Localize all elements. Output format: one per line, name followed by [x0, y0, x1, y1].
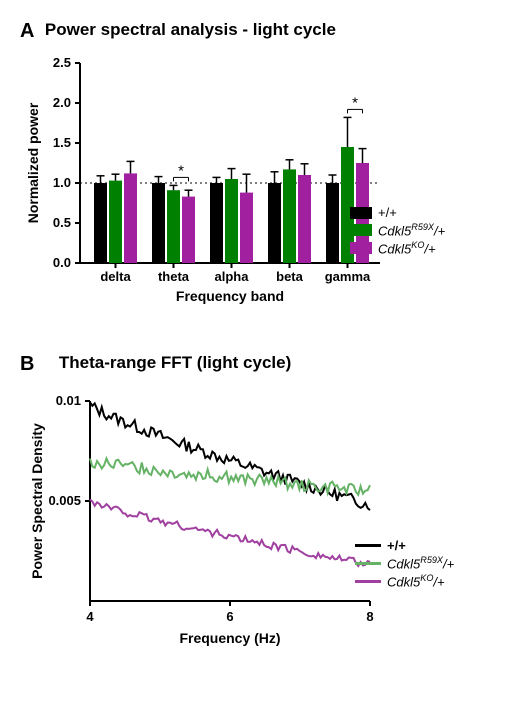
legend-wt-swatch	[350, 207, 372, 219]
panel-b-chart-area: 0.005 0.01 4 6 8 Frequency (Hz) Power Spectral…	[20, 386, 491, 666]
svg-text:Power Spectral Density: Power Spectral Density	[29, 423, 45, 579]
legend-b-r59x-line	[355, 562, 381, 565]
svg-text:1.5: 1.5	[53, 135, 71, 150]
svg-text:Frequency band: Frequency band	[176, 288, 284, 304]
legend-b-ko-line	[355, 580, 381, 583]
svg-text:*: *	[352, 94, 358, 111]
legend-b-r59x: Cdkl5R59X/+	[355, 555, 454, 571]
panel-b: B Theta-range FFT (light cycle) 0.0050.0…	[20, 353, 491, 666]
legend-b-ko-label: Cdkl5KO/+	[387, 573, 445, 589]
svg-text:beta: beta	[276, 269, 304, 284]
svg-text:2.5: 2.5	[53, 55, 71, 70]
svg-text:1.0: 1.0	[53, 175, 71, 190]
panel-a-chart-area: 0.0 0.5 1.0 1.5 2.0 2.5 delta theta alpha beta gam…	[20, 53, 491, 323]
panel-b-title: Theta-range FFT (light cycle)	[59, 353, 291, 373]
legend-ko-label: Cdkl5KO/+	[378, 240, 436, 256]
legend-r59x-swatch	[350, 224, 372, 236]
svg-text:0.0: 0.0	[53, 255, 71, 270]
svg-text:theta: theta	[158, 269, 190, 284]
svg-text:Normalized power: Normalized power	[25, 102, 41, 223]
svg-text:Frequency (Hz): Frequency (Hz)	[179, 630, 280, 646]
panel-b-legend: +/+ Cdkl5R59X/+ Cdkl5KO/+	[355, 536, 454, 592]
legend-r59x: Cdkl5R59X/+	[350, 222, 445, 238]
panel-a-legend: +/+ Cdkl5R59X/+ Cdkl5KO/+	[350, 203, 445, 259]
panel-a-label: A	[20, 20, 34, 43]
svg-text:6: 6	[226, 609, 233, 624]
svg-text:alpha: alpha	[215, 269, 250, 284]
legend-b-wt-line	[355, 544, 381, 547]
svg-text:delta: delta	[100, 269, 131, 284]
bar-chart: 0.0 0.5 1.0 1.5 2.0 2.5 delta theta alpha beta gam…	[20, 53, 400, 313]
line-chart: 0.005 0.01 4 6 8 Frequency (Hz) Power Spectral…	[20, 386, 400, 656]
legend-ko: Cdkl5KO/+	[350, 240, 445, 256]
panel-b-label: B	[20, 353, 34, 376]
svg-text:4: 4	[86, 609, 94, 624]
legend-ko-swatch	[350, 242, 372, 254]
panel-a: A Power spectral analysis - light cycle …	[20, 20, 491, 323]
svg-text:*: *	[178, 162, 184, 179]
svg-text:2.0: 2.0	[53, 95, 71, 110]
legend-b-wt-label: +/+	[387, 538, 406, 553]
svg-text:gamma: gamma	[325, 269, 371, 284]
legend-wt-label: +/+	[378, 205, 397, 220]
panel-a-title: Power spectral analysis - light cycle	[45, 20, 336, 40]
svg-text:8: 8	[366, 609, 373, 624]
svg-text:0.005: 0.005	[48, 493, 81, 508]
legend-r59x-label: Cdkl5R59X/+	[378, 222, 445, 238]
legend-b-ko: Cdkl5KO/+	[355, 573, 454, 589]
svg-text:0.5: 0.5	[53, 215, 71, 230]
svg-text:0.01: 0.01	[56, 393, 81, 408]
legend-b-r59x-label: Cdkl5R59X/+	[387, 555, 454, 571]
legend-wt: +/+	[350, 205, 445, 220]
legend-b-wt: +/+	[355, 538, 454, 553]
